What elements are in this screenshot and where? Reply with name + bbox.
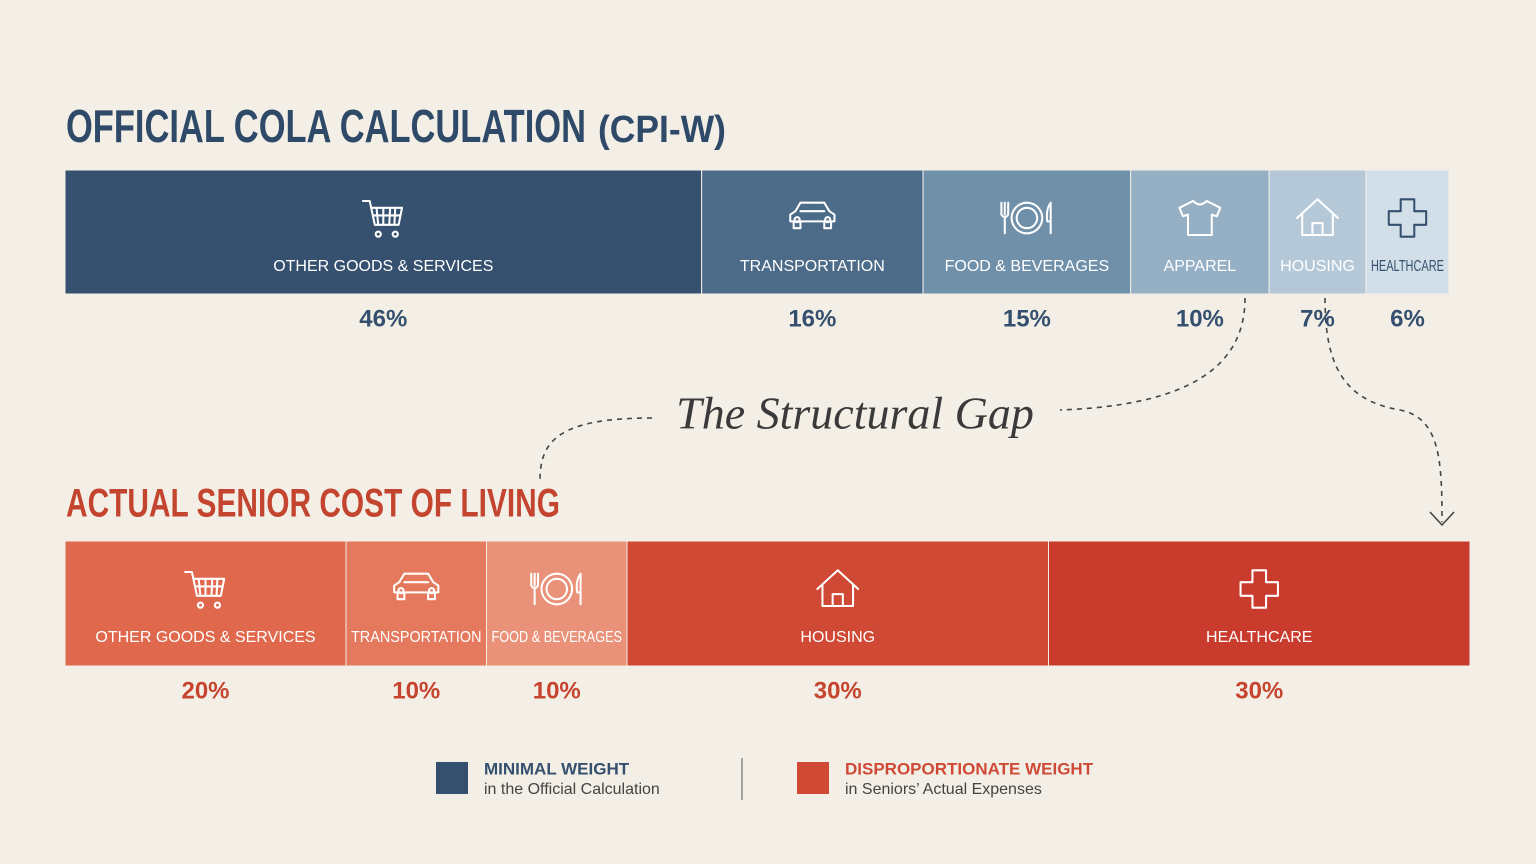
connector (1059, 297, 1246, 411)
segment-label: HEALTHCARE (1206, 629, 1312, 646)
segment-label: FOOD & BEVERAGES (945, 258, 1109, 275)
category-icon (1296, 198, 1339, 237)
connector (1324, 297, 1443, 523)
legend-swatch (436, 762, 468, 794)
bar-segment (1048, 540, 1471, 667)
legend-sublabel: in Seniors’ Actual Expenses (845, 781, 1042, 798)
value-label: 10% (533, 677, 581, 704)
chart-title: OFFICIAL COLA CALCULATION (66, 100, 586, 152)
legend-label: MINIMAL WEIGHT (484, 759, 630, 778)
bar-segment (922, 169, 1132, 295)
bar-segment (1130, 169, 1270, 295)
category-icon (530, 572, 582, 606)
segment-label: OTHER GOODS & SERVICES (95, 629, 315, 646)
value-label: 46% (359, 305, 407, 332)
segment-label: HEALTHCARE (1371, 258, 1444, 275)
connectors (539, 297, 1455, 527)
segment-label: APPAREL (1164, 258, 1237, 275)
segment-label: FOOD & BEVERAGES (492, 629, 623, 646)
bar-segment (701, 169, 924, 295)
category-icon (361, 199, 404, 238)
category-icon (1387, 198, 1428, 238)
category-icon (789, 201, 836, 230)
value-label: 30% (814, 677, 862, 704)
category-icon (184, 570, 226, 609)
connector (539, 417, 653, 481)
legend-sublabel: in the Official Calculation (484, 781, 660, 798)
value-label: 10% (392, 677, 440, 704)
arrow-head (1429, 511, 1455, 527)
segment-label: HOUSING (1280, 258, 1355, 275)
annotation: The Structural Gap (676, 388, 1034, 439)
value-label: 6% (1390, 305, 1425, 332)
value-label: 20% (181, 677, 229, 704)
category-icon (1178, 199, 1222, 237)
value-label: 16% (788, 305, 836, 332)
value-label: 30% (1235, 677, 1283, 704)
chart-subtitle: (CPI-W) (598, 109, 726, 151)
segment-label: TRANSPORTATION (351, 629, 482, 646)
category-icon (393, 572, 440, 601)
value-label: 7% (1300, 305, 1335, 332)
bar-segment (1268, 169, 1367, 295)
category-icon (1239, 569, 1279, 609)
category-icon (816, 569, 860, 608)
bar-segment (1365, 169, 1450, 295)
bar-segment (626, 540, 1049, 667)
bar-segment (64, 169, 703, 295)
value-label: 10% (1176, 305, 1224, 332)
chart-title: ACTUAL SENIOR COST OF LIVING (66, 482, 560, 526)
segment-label: TRANSPORTATION (740, 258, 885, 275)
legend-swatch (797, 762, 829, 794)
bar-segment (345, 540, 487, 667)
legend-label: DISPROPORTIONATE WEIGHT (845, 759, 1094, 778)
segment-label: OTHER GOODS & SERVICES (273, 258, 493, 275)
bar-segment (64, 540, 347, 667)
value-label: 15% (1003, 305, 1051, 332)
segment-label: HOUSING (800, 629, 875, 646)
category-icon (1000, 201, 1052, 235)
